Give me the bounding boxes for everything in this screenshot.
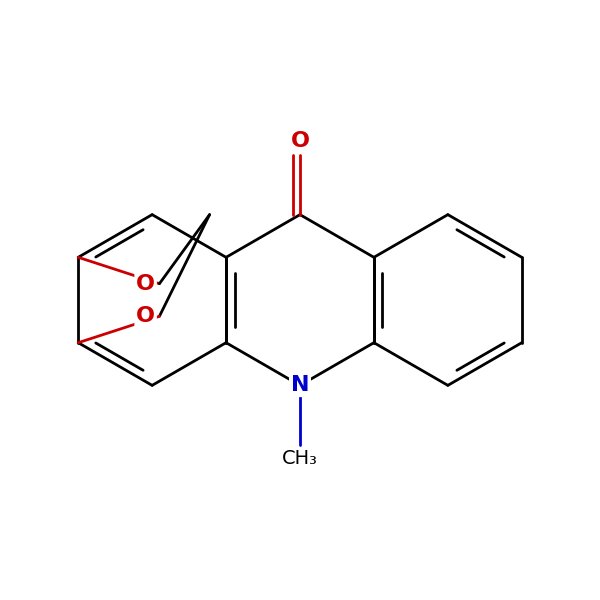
Text: O: O [290,131,310,151]
Text: O: O [136,307,155,326]
Text: O: O [136,274,155,293]
Text: CH₃: CH₃ [282,449,318,469]
Text: N: N [291,376,309,395]
